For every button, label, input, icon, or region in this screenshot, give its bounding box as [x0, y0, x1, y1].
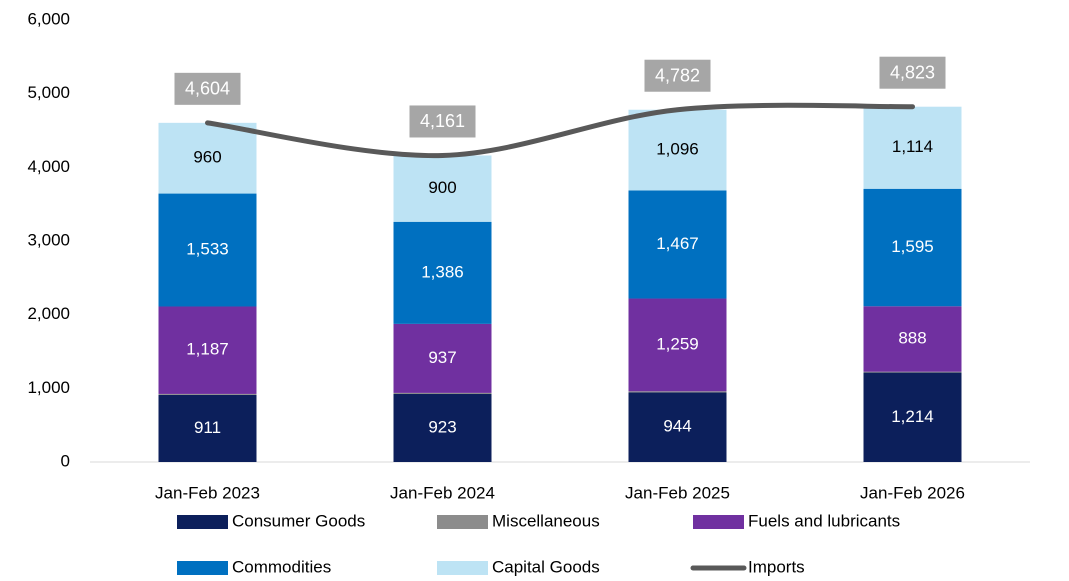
data-label: 1,467	[656, 234, 699, 253]
legend-swatch	[437, 515, 488, 529]
bar-segment	[158, 122, 257, 194]
label-box	[174, 72, 241, 105]
bar-segment	[628, 392, 727, 462]
legend-swatch	[177, 515, 228, 529]
data-label: 1,187	[186, 340, 229, 359]
data-label: 1,096	[656, 140, 699, 159]
data-label: 4,823	[890, 62, 935, 82]
line	[205, 102, 915, 159]
legend-label: Fuels and lubricants	[748, 511, 900, 530]
y-tick-label: 6,000	[27, 9, 70, 28]
legend-swatch	[693, 515, 744, 529]
data-label: 888	[898, 328, 926, 347]
bar-segment	[863, 371, 962, 373]
legend-label: Miscellaneous	[492, 511, 600, 530]
label-box	[409, 105, 476, 138]
data-label: 1,214	[891, 407, 934, 426]
bar-segment	[863, 306, 962, 372]
bar-segment	[393, 323, 492, 393]
data-label: 900	[428, 178, 456, 197]
bar-segment	[628, 109, 727, 191]
bar-segment	[393, 155, 492, 222]
bar-segment	[158, 306, 257, 394]
y-tick-label: 1,000	[27, 378, 70, 397]
bar-segment	[863, 372, 962, 462]
data-label: 911	[194, 418, 221, 437]
data-label: 4,782	[655, 65, 700, 85]
data-label: 1,386	[421, 262, 464, 281]
bar-segment	[158, 393, 257, 395]
legend-label: Consumer Goods	[232, 511, 365, 530]
bar-segment	[628, 391, 727, 393]
label-box	[644, 59, 711, 92]
x-tick-label: Jan-Feb 2025	[625, 483, 730, 502]
legend-swatch	[177, 561, 228, 575]
legend-swatch	[437, 561, 488, 575]
legend-label: Imports	[748, 557, 805, 576]
y-tick-label: 0	[61, 451, 70, 470]
x-tick-label: Jan-Feb 2023	[155, 483, 260, 502]
bar-segment	[393, 394, 492, 462]
y-tick-label: 2,000	[27, 304, 70, 323]
bar-segment	[628, 190, 727, 299]
y-tick-label: 5,000	[27, 83, 70, 102]
data-label: 960	[193, 148, 221, 167]
bar-segment	[158, 394, 257, 462]
bar-segment	[158, 193, 257, 307]
data-label: 1,259	[656, 334, 699, 353]
bar-segment	[393, 392, 492, 395]
bar-segment	[393, 221, 492, 324]
legend-label: Commodities	[232, 557, 331, 576]
data-label: 944	[663, 417, 691, 436]
label-box	[879, 56, 946, 89]
data-label: 1,595	[891, 237, 934, 256]
data-label: 4,604	[185, 79, 230, 99]
data-label: 923	[428, 417, 456, 436]
data-label: 937	[428, 348, 456, 367]
bar-segment	[863, 106, 962, 189]
bar-segment	[863, 188, 962, 307]
y-tick-label: 3,000	[27, 230, 70, 249]
y-tick-label: 4,000	[27, 157, 70, 176]
data-label: 1,533	[186, 240, 229, 259]
data-label: 1,114	[892, 137, 933, 156]
legend-label: Capital Goods	[492, 557, 600, 576]
x-tick-label: Jan-Feb 2024	[390, 483, 495, 502]
x-tick-label: Jan-Feb 2026	[860, 483, 965, 502]
bar-segment	[628, 298, 727, 392]
data-label: 4,161	[420, 111, 465, 131]
